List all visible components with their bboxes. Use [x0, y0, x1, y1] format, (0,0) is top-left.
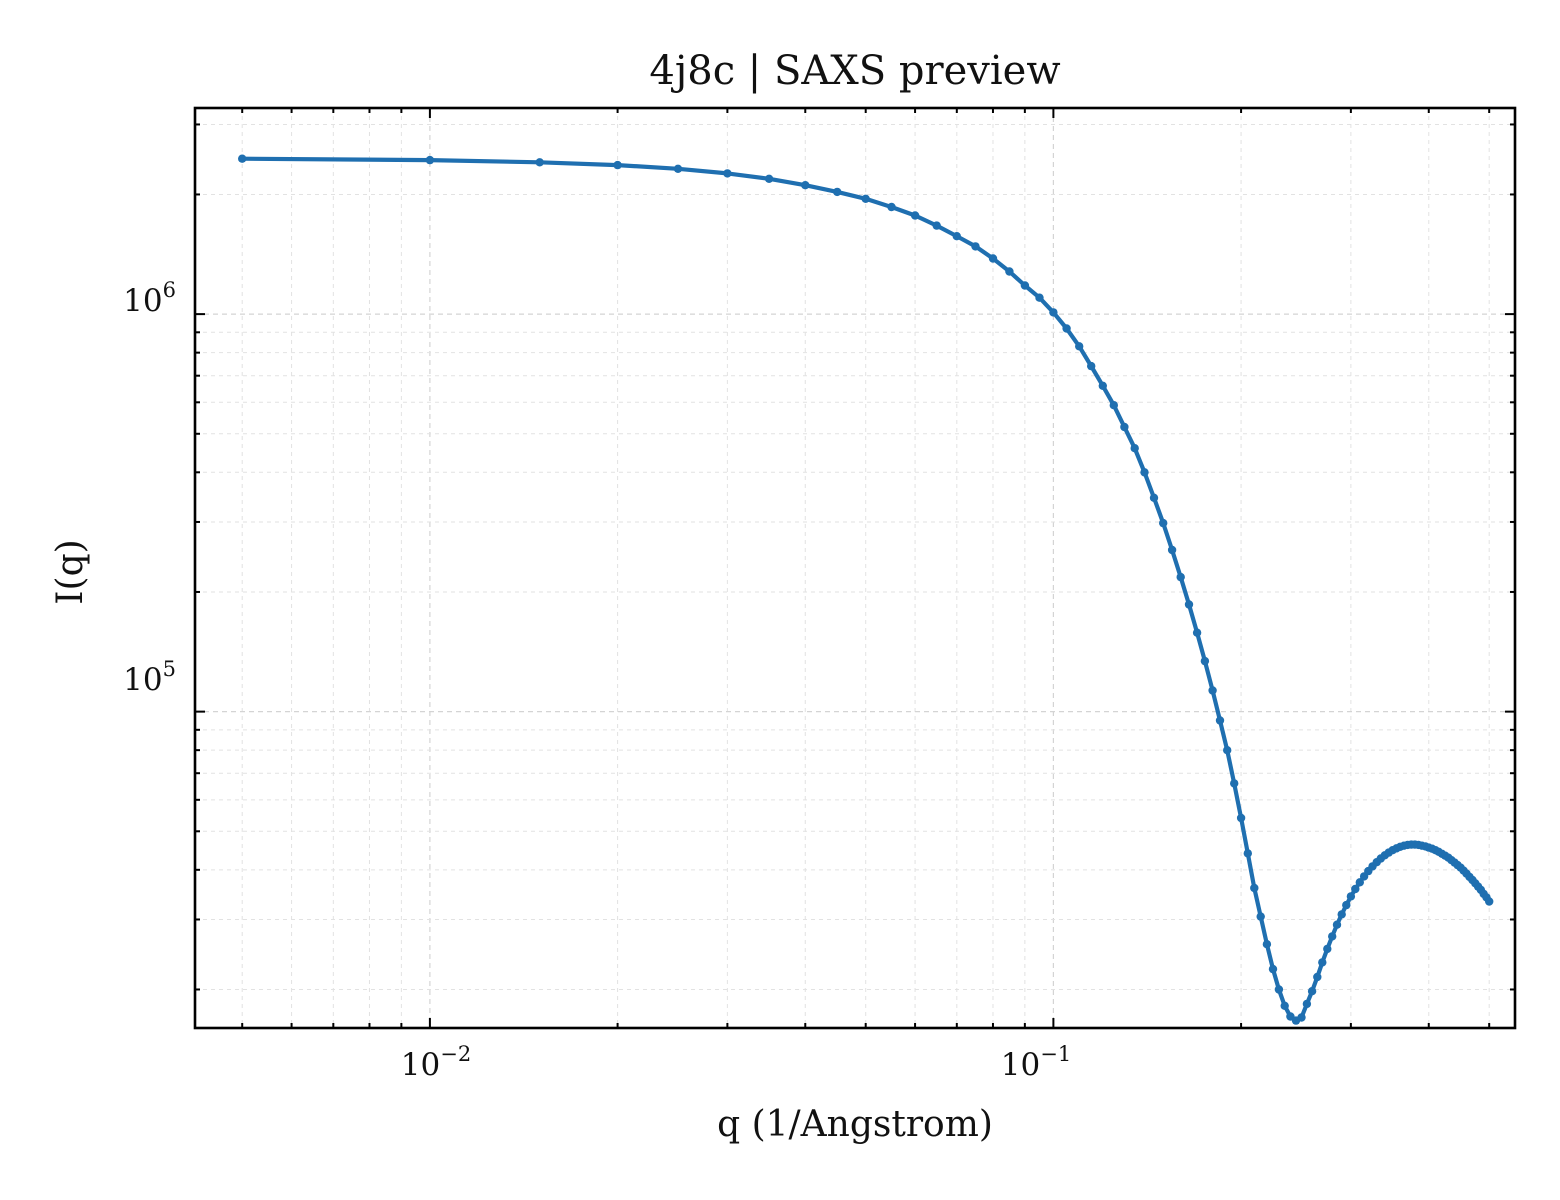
data-point	[1268, 964, 1278, 974]
data-point	[1250, 883, 1259, 893]
data-point	[1332, 920, 1342, 929]
data-point	[1280, 1001, 1289, 1010]
data-point	[1075, 342, 1084, 351]
x-axis-label: q (1/Angstrom)	[717, 1104, 993, 1145]
data-point	[1323, 944, 1332, 954]
data-point	[1297, 1013, 1306, 1022]
data-point	[535, 158, 544, 167]
data-point	[1200, 656, 1210, 666]
y-axis-label: I(q)	[50, 539, 91, 604]
data-point	[1355, 878, 1365, 887]
chart-title: 4j8c | SAXS preview	[649, 48, 1060, 94]
data-point	[1215, 716, 1225, 725]
data-point	[1318, 958, 1327, 967]
data-point	[1049, 308, 1058, 317]
data-point	[1109, 401, 1119, 410]
data-point	[1035, 293, 1044, 302]
data-point	[1256, 912, 1265, 921]
data-point	[1167, 545, 1177, 555]
data-point	[1351, 884, 1360, 894]
data-point	[1243, 849, 1253, 858]
grid-lines	[195, 108, 1515, 1028]
data-point	[1328, 932, 1337, 941]
data-point	[1005, 267, 1014, 276]
y-tick-label: 106	[123, 278, 176, 319]
data-point	[1184, 600, 1194, 609]
data-point	[861, 194, 870, 203]
data-point	[932, 221, 941, 230]
data-point	[1140, 468, 1149, 477]
data-point	[723, 169, 732, 178]
data-point	[1342, 900, 1351, 910]
data-point	[988, 254, 998, 263]
data-point	[1313, 972, 1322, 982]
data-point	[1230, 779, 1239, 788]
data-point	[1274, 985, 1284, 994]
data-point	[971, 242, 980, 251]
data-point	[1130, 444, 1139, 453]
data-point	[1208, 686, 1217, 695]
data-point	[1098, 381, 1108, 390]
data-point	[952, 232, 961, 241]
data-point	[673, 164, 683, 173]
data-point	[1236, 813, 1246, 823]
data-point	[764, 174, 774, 183]
data-point	[1485, 897, 1494, 906]
data-point	[1192, 628, 1202, 637]
data-point	[1302, 999, 1312, 1009]
data-point	[238, 154, 247, 163]
plot-frame	[193, 106, 1517, 1030]
data-point	[613, 160, 622, 170]
data-point	[1176, 572, 1185, 582]
data-point	[1120, 422, 1129, 432]
data-point	[1087, 361, 1096, 371]
data-point	[1262, 940, 1272, 949]
data-point	[1346, 892, 1356, 901]
data-point	[1307, 987, 1317, 996]
axis-ticks	[195, 108, 1515, 1028]
data-point	[910, 211, 920, 220]
data-point	[1062, 324, 1071, 333]
data-point	[1337, 910, 1346, 919]
x-tick-label: 10−2	[401, 1042, 471, 1083]
y-tick-label: 105	[123, 657, 176, 698]
data-point	[801, 181, 810, 190]
x-tick-label: 10−1	[1001, 1042, 1071, 1083]
data-point	[1223, 746, 1232, 755]
data-point	[887, 202, 896, 212]
data-point	[1020, 281, 1030, 290]
data-point	[833, 187, 842, 197]
data-point	[425, 155, 435, 165]
data-point	[1159, 518, 1168, 528]
data-point	[1149, 493, 1159, 502]
data-series	[238, 154, 1494, 1025]
